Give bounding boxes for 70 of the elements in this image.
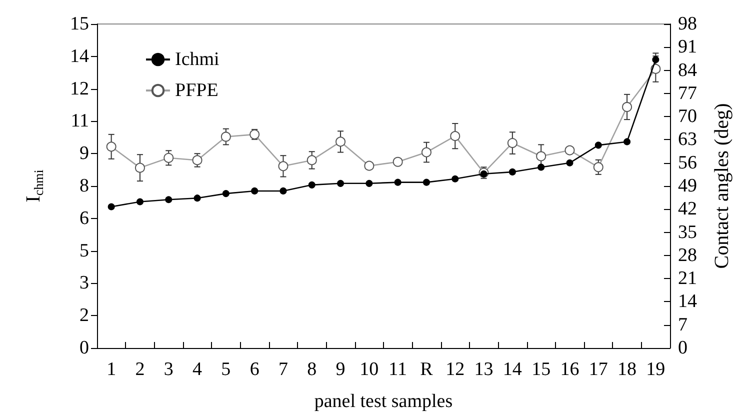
x-tick-label: 6 [250, 359, 260, 380]
point [594, 142, 602, 149]
x-tick-label: 2 [135, 359, 145, 380]
x-tick-label: 12 [446, 359, 465, 380]
legend-label: Ichmi [175, 49, 220, 70]
x-tick-label: 9 [336, 359, 346, 380]
y-tick-label: 9 [80, 143, 89, 164]
y2-tick-label: 70 [678, 106, 697, 128]
x-tick-label: 5 [221, 359, 231, 380]
point [337, 180, 344, 187]
y2-tick-label: 42 [678, 198, 697, 220]
y-tick-label: 2 [80, 305, 89, 326]
x-tick-label: 18 [618, 359, 637, 380]
point [308, 181, 316, 188]
point [108, 203, 115, 210]
point [538, 164, 545, 171]
point [508, 168, 516, 176]
y-tick-label: 12 [70, 78, 89, 100]
y2-tick-label: 7 [678, 314, 688, 336]
y2-tick-label: 49 [678, 176, 697, 196]
y2-axis-title: Contact angles (deg) [711, 103, 733, 269]
y2-tick-label: 21 [678, 268, 697, 290]
y-tick-label: 15 [70, 14, 89, 34]
x-tick-label: 15 [532, 359, 551, 380]
y2-tick-label: 77 [678, 82, 697, 104]
point [194, 194, 201, 202]
y-tick-label: 3 [80, 272, 89, 294]
x-tick-label: 3 [164, 359, 174, 380]
point [566, 159, 574, 166]
y2-tick-label: 84 [678, 60, 698, 81]
x-tick-label: 7 [278, 359, 288, 380]
y-axis-title: Ichmi [22, 169, 46, 202]
y-tick-label: 11 [70, 110, 89, 132]
x-tick-label: 19 [646, 359, 666, 380]
x-tick-label: 14 [502, 359, 522, 380]
y-tick-label: 5 [80, 240, 89, 262]
point [222, 190, 230, 198]
point [480, 170, 488, 178]
x-tick-label: 8 [307, 359, 317, 380]
point [422, 178, 430, 186]
point [165, 196, 172, 204]
point [394, 178, 402, 186]
y2-tick-label: 91 [678, 36, 697, 58]
point [624, 138, 631, 146]
x-tick-label: 10 [360, 359, 379, 380]
y-tick-label: 6 [80, 208, 89, 229]
point [136, 198, 144, 206]
point [280, 187, 287, 194]
x-tick-label: 16 [560, 359, 580, 380]
y2-tick-label: 0 [678, 338, 688, 358]
point [452, 175, 459, 182]
x-tick-label: 11 [388, 359, 407, 380]
point [366, 180, 373, 187]
y2-tick-label: 28 [678, 244, 697, 266]
x-tick-label: 13 [474, 359, 494, 380]
y2-tick-label: 56 [678, 152, 697, 174]
x-tick-label: R [420, 359, 434, 380]
y-tick-label: 0 [80, 338, 89, 358]
x-tick-label: 1 [106, 359, 116, 380]
x-tick-label: 17 [588, 359, 608, 380]
y2-tick-label: 35 [678, 222, 697, 243]
y-tick-label: 14 [70, 46, 90, 67]
x-tick-label: 4 [192, 359, 203, 380]
x-axis-title: panel test samples [314, 391, 453, 412]
y2-tick-label: 63 [678, 129, 697, 150]
legend-label: PFPE [175, 80, 218, 101]
y2-tick-label: 98 [678, 14, 697, 34]
y-tick-label: 8 [80, 176, 89, 196]
y2-tick-label: 14 [678, 291, 698, 312]
point [251, 187, 258, 194]
